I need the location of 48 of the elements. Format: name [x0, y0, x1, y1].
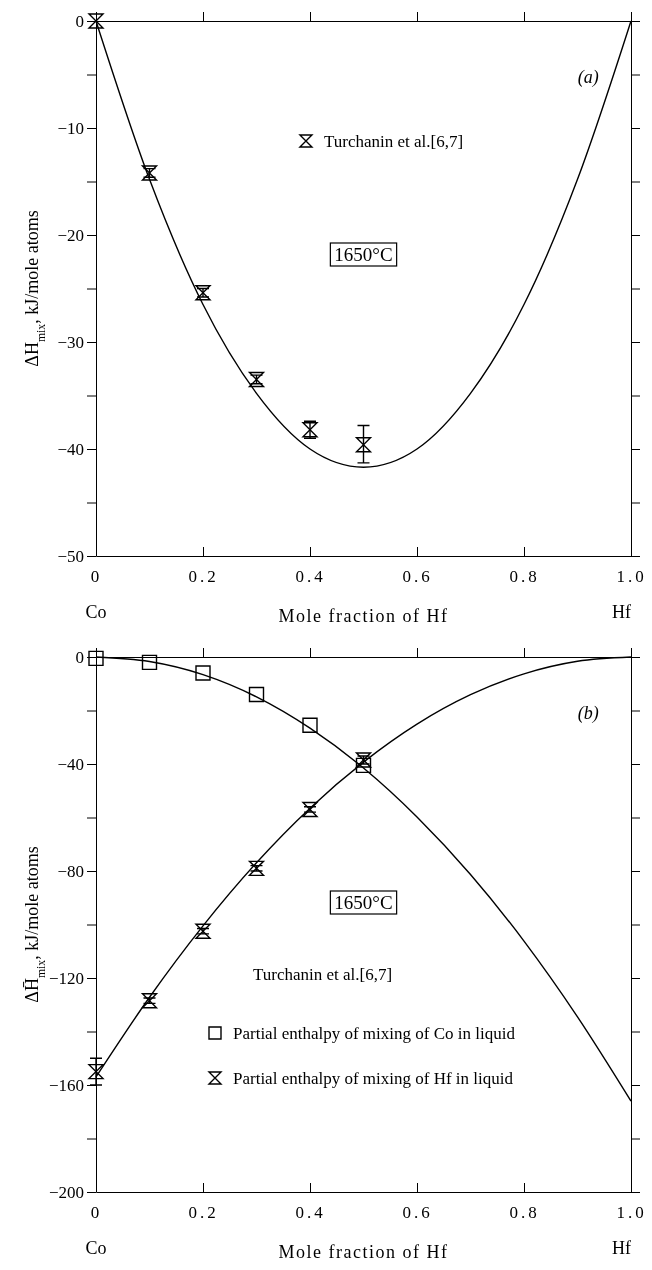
legend-title: Turchanin et al.[6,7]: [253, 965, 393, 984]
annotation: 1650°C: [334, 892, 393, 913]
x-tick-label: 0.6: [402, 1203, 433, 1223]
legend-label: Turchanin et al.[6,7]: [323, 132, 464, 151]
point: [248, 686, 265, 703]
x-tick-label: 0: [90, 1203, 103, 1223]
y-tick-label: 0: [75, 11, 84, 31]
legend-label: Partial enthalpy of mixing of Co in liquid: [233, 1024, 516, 1043]
text: Hf: [612, 602, 631, 622]
x-tick-label: 0.8: [509, 1203, 540, 1223]
point: [302, 717, 318, 733]
y-tick-label: −20: [57, 225, 84, 245]
y-tick-label: 0: [75, 647, 84, 667]
point: [248, 860, 265, 877]
text: Co: [85, 602, 107, 622]
text: Hf: [612, 1238, 631, 1258]
x-tick-label: 0.6: [402, 567, 433, 587]
y-tick-label: −10: [57, 118, 84, 138]
annotation: (a): [577, 67, 599, 88]
x-tick-label: 0: [90, 567, 103, 587]
y-tick-label: −30: [57, 332, 84, 352]
y-tick-label: −120: [48, 968, 84, 988]
x-tick-label: 0.4: [295, 1203, 326, 1223]
point: [355, 437, 372, 453]
y-tick-label: −40: [57, 439, 84, 459]
y-tick-label: −160: [48, 1075, 84, 1095]
y-tick-label: −200: [48, 1182, 84, 1202]
x-tick-label: 0.4: [295, 567, 326, 587]
y-tick-label: −50: [57, 546, 84, 566]
x-tick-label: 1.0: [616, 567, 647, 587]
y-tick-label: −40: [57, 754, 84, 774]
point: [355, 757, 372, 774]
point: [141, 654, 158, 671]
point: [195, 923, 211, 939]
annotation: (b): [577, 703, 599, 724]
x-tick-label: 0.2: [188, 1203, 219, 1223]
x-tick-label: 1.0: [616, 1203, 647, 1223]
legend-label: Partial enthalpy of mixing of Hf in liquid: [233, 1069, 514, 1088]
point: [302, 801, 318, 818]
x-tick-label: 0.8: [509, 567, 540, 587]
point: [195, 665, 211, 681]
x-axis-title: Mole fraction of Hf: [278, 1242, 449, 1262]
x-tick-label: 0.2: [188, 567, 219, 587]
annotation: 1650°C: [334, 244, 393, 265]
x-axis-title: Mole fraction of Hf: [278, 606, 449, 626]
point: [141, 993, 158, 1009]
text: Co: [85, 1238, 107, 1258]
y-tick-label: −80: [57, 861, 84, 881]
